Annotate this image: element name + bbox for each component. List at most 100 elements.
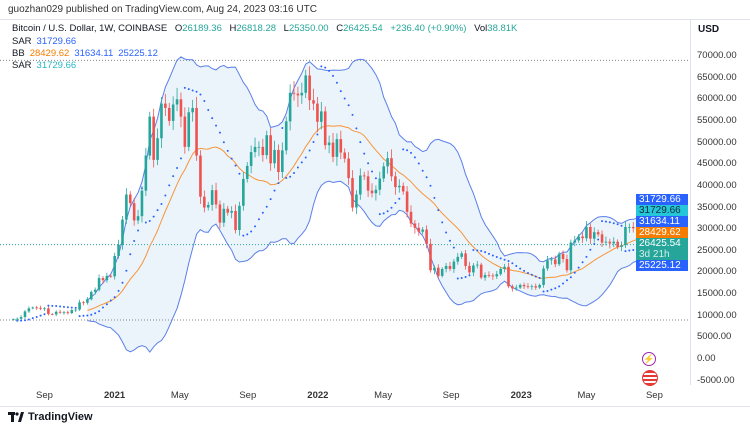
candle-body <box>553 259 557 265</box>
price-axis[interactable] <box>690 19 750 385</box>
sar-dot <box>82 314 85 317</box>
price-tick-label: 45000.00 <box>697 158 737 170</box>
tradingview-logo[interactable]: TradingView <box>8 411 93 423</box>
candle-body <box>339 139 343 153</box>
sar-dot <box>608 221 611 224</box>
candle-body <box>35 307 38 309</box>
sar-dot <box>394 202 397 205</box>
price-tick-label: 70000.00 <box>697 50 737 61</box>
candle-body <box>89 291 93 300</box>
bb-basis-value: 28429.62 <box>29 48 70 59</box>
lightning-icon[interactable]: ⚡ <box>642 352 656 366</box>
sar-dot <box>176 166 179 169</box>
sar-dot <box>47 304 50 307</box>
sar-dot <box>628 249 631 252</box>
candle-body <box>93 289 97 292</box>
time-tick-label: May <box>374 390 393 401</box>
symbol-legend: Bitcoin / U.S. Dollar, 1W, COINBASE O261… <box>12 23 522 34</box>
sar-dot <box>503 258 506 261</box>
candle-body <box>121 219 124 245</box>
sar-dot <box>308 149 311 152</box>
sar-dot <box>222 141 225 144</box>
sar-dot <box>472 249 475 252</box>
price-badge: 26425.54 3d 21h <box>636 238 688 260</box>
candle-body <box>475 264 479 266</box>
low-value: 25350.00 <box>288 23 329 34</box>
high-value: 26818.28 <box>236 23 277 34</box>
candle-body <box>335 139 339 157</box>
sar-dot <box>363 152 366 155</box>
candle-body <box>109 275 113 277</box>
candle-body <box>436 267 440 276</box>
candle-body <box>179 99 183 117</box>
time-tick-label: 2021 <box>104 390 126 401</box>
sar-dot <box>74 306 77 309</box>
sar-dot <box>421 169 424 172</box>
sar-dot <box>39 314 42 317</box>
candle-body <box>167 107 171 121</box>
price-tick-label: 20000.00 <box>697 266 737 278</box>
candle-body <box>288 92 292 122</box>
candle-body <box>592 232 596 239</box>
candle-body <box>230 210 233 213</box>
sar-dot <box>160 203 163 206</box>
sar-dot <box>121 281 124 284</box>
candle-body <box>522 284 526 287</box>
sar-dot <box>98 310 101 313</box>
sar-dot <box>460 277 463 280</box>
candle-body <box>261 146 265 156</box>
sar-dot <box>195 90 198 93</box>
candle-body <box>530 286 534 288</box>
candle-body <box>70 310 74 314</box>
currency-label[interactable]: USD <box>698 24 720 35</box>
sar-dot <box>569 276 572 279</box>
sar-badge: 31729.66 <box>636 194 688 205</box>
sar-dot <box>101 306 104 309</box>
time-tick-label: Sep <box>239 390 257 401</box>
sar-dot <box>277 182 280 185</box>
sar-dot <box>191 89 194 92</box>
sar2-legend[interactable]: SAR 31729.66 <box>12 60 81 71</box>
sar-legend[interactable]: SAR 31729.66 <box>12 36 81 47</box>
sar-dot <box>152 215 155 218</box>
sar-dot <box>565 279 568 282</box>
change-value: +236.40 (+0.90%) <box>390 23 467 34</box>
candle-body <box>113 255 116 277</box>
sar-dot <box>452 246 455 249</box>
close-value: 26425.54 <box>343 23 383 34</box>
us-flag-icon[interactable] <box>642 370 658 386</box>
sar-dot <box>632 248 635 251</box>
sar-dot <box>402 148 405 151</box>
candle-body <box>409 211 413 224</box>
price-tick-label: 50000.00 <box>697 136 737 148</box>
candle-body <box>191 107 194 113</box>
candle-body <box>620 245 623 247</box>
bb-lower-badge: 25225.12 <box>636 260 688 271</box>
candle-body <box>148 116 152 156</box>
candle-body <box>374 189 378 194</box>
candle-body <box>550 259 553 261</box>
sar-dot <box>487 252 490 255</box>
sar-dot <box>300 161 303 164</box>
low-label: L <box>283 23 289 34</box>
candle-body <box>421 229 424 232</box>
candle-body <box>557 253 561 265</box>
bb-legend[interactable]: BB 28429.62 31634.11 25225.12 <box>12 48 163 59</box>
candle-body <box>366 176 370 191</box>
candle-body <box>31 307 35 309</box>
candle-body <box>569 242 573 271</box>
candle-body <box>425 229 428 244</box>
price-tick-label: 55000.00 <box>697 114 737 126</box>
sar-dot <box>250 230 253 233</box>
sar-dot <box>125 269 128 272</box>
candle-body <box>160 103 163 139</box>
candle-body <box>526 286 530 288</box>
sar2-badge: 31729.66 <box>636 205 688 216</box>
sar-dot <box>257 218 260 221</box>
sar-dot <box>289 175 292 178</box>
candle-body <box>50 313 54 315</box>
candle-body <box>257 146 261 148</box>
candle-body <box>304 75 308 93</box>
sar-dot <box>230 157 233 160</box>
candle-body <box>218 204 222 223</box>
